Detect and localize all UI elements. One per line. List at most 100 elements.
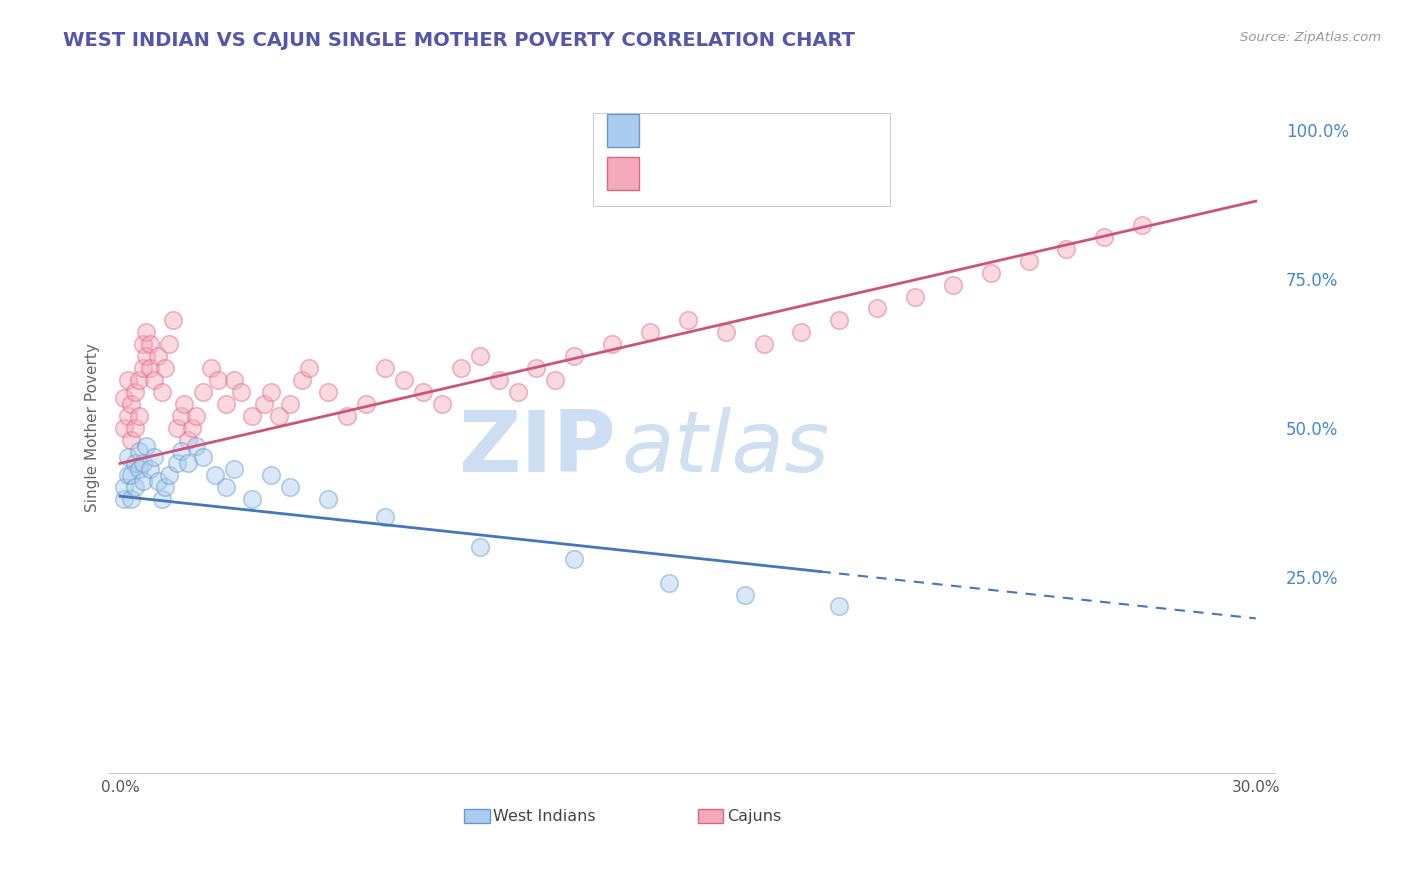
Point [1056, 242, 1078, 256]
Point [128, 409, 150, 423]
Point [280, 480, 302, 494]
Point [128, 373, 150, 387]
Point [468, 540, 491, 554]
Point [117, 409, 139, 423]
Point [112, 492, 135, 507]
Point [1018, 253, 1040, 268]
Point [942, 277, 965, 292]
Point [124, 384, 146, 399]
Point [139, 462, 162, 476]
Point [267, 409, 290, 423]
Point [146, 475, 169, 489]
Point [222, 462, 245, 476]
Point [412, 384, 434, 399]
Point [177, 457, 200, 471]
Text: R = 0.350: R = 0.350 [654, 164, 744, 182]
Point [291, 373, 314, 387]
Point [139, 337, 162, 351]
Point [124, 420, 146, 434]
Point [242, 409, 264, 423]
Y-axis label: Single Mother Poverty: Single Mother Poverty [86, 343, 100, 512]
Point [506, 384, 529, 399]
Point [526, 361, 548, 376]
Point [200, 361, 222, 376]
FancyBboxPatch shape [606, 113, 640, 147]
Point [316, 384, 339, 399]
Point [562, 551, 585, 566]
Point [450, 361, 472, 376]
Point [128, 444, 150, 458]
Point [124, 457, 146, 471]
Point [544, 373, 567, 387]
Point [374, 361, 396, 376]
Point [135, 438, 157, 452]
Point [128, 462, 150, 476]
Point [354, 397, 377, 411]
Text: Source: ZipAtlas.com: Source: ZipAtlas.com [1240, 31, 1381, 45]
Point [204, 468, 226, 483]
Point [143, 450, 166, 465]
Point [124, 480, 146, 494]
Point [468, 349, 491, 363]
Point [980, 266, 1002, 280]
Point [135, 349, 157, 363]
Point [193, 450, 215, 465]
Point [600, 337, 623, 351]
Point [117, 373, 139, 387]
Point [173, 397, 195, 411]
Point [828, 599, 851, 614]
Point [638, 325, 661, 339]
Point [131, 457, 153, 471]
Point [117, 450, 139, 465]
Point [169, 409, 191, 423]
Point [714, 325, 737, 339]
Text: ZIP: ZIP [458, 407, 616, 490]
Point [135, 325, 157, 339]
Point [120, 397, 142, 411]
Text: Cajuns: Cajuns [727, 809, 780, 824]
Point [177, 433, 200, 447]
Text: N = 37: N = 37 [776, 120, 853, 140]
Point [231, 384, 253, 399]
Point [253, 397, 276, 411]
Point [150, 492, 173, 507]
Point [904, 289, 927, 303]
FancyBboxPatch shape [592, 113, 890, 206]
Point [215, 480, 238, 494]
FancyBboxPatch shape [697, 809, 723, 823]
Point [215, 397, 238, 411]
Point [658, 575, 681, 590]
Text: R = -0.253: R = -0.253 [654, 121, 751, 139]
Text: atlas: atlas [621, 407, 830, 490]
Point [430, 397, 453, 411]
Point [392, 373, 415, 387]
Point [143, 373, 166, 387]
Point [150, 384, 173, 399]
Point [146, 349, 169, 363]
Point [117, 468, 139, 483]
Point [222, 373, 245, 387]
Point [866, 301, 889, 316]
Point [120, 492, 142, 507]
Point [131, 475, 153, 489]
Point [184, 409, 207, 423]
Point [120, 433, 142, 447]
FancyBboxPatch shape [606, 157, 640, 190]
Point [112, 480, 135, 494]
Point [280, 397, 302, 411]
Point [207, 373, 229, 387]
Point [316, 492, 339, 507]
Point [790, 325, 813, 339]
Point [184, 438, 207, 452]
Point [242, 492, 264, 507]
FancyBboxPatch shape [464, 809, 489, 823]
Point [752, 337, 775, 351]
Text: N = 70: N = 70 [776, 163, 853, 183]
Point [562, 349, 585, 363]
Text: West Indians: West Indians [494, 809, 596, 824]
Point [157, 337, 180, 351]
Point [336, 409, 359, 423]
Point [374, 510, 396, 524]
Point [1092, 230, 1115, 244]
Point [157, 468, 180, 483]
